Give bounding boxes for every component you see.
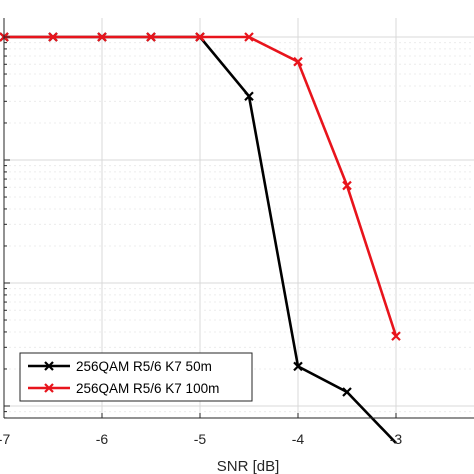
x-tick-label: -4 <box>292 431 305 447</box>
data-point-marker <box>244 91 254 102</box>
x-tick-label: -5 <box>194 431 207 447</box>
x-tick-label: -7 <box>0 431 10 447</box>
data-point-marker <box>342 180 352 191</box>
x-tick-label: -6 <box>96 431 109 447</box>
legend-box <box>19 352 253 402</box>
series-2 <box>0 32 401 341</box>
data-point-marker <box>146 32 156 42</box>
x-axis-label: SNR [dB] <box>217 458 280 474</box>
x-tick-label: -3 <box>390 431 403 447</box>
data-point-marker <box>97 32 107 42</box>
data-point-marker <box>342 387 352 397</box>
data-point-marker <box>244 32 254 42</box>
legend: 256QAM R5/6 K7 50m 256QAM R5/6 K7 100m <box>19 352 253 402</box>
data-point-marker <box>195 32 205 42</box>
data-point-marker <box>391 331 401 341</box>
series-group <box>0 32 401 444</box>
data-point-marker <box>293 361 303 372</box>
legend-marker <box>44 383 54 393</box>
legend-label: 256QAM R5/6 K7 100m <box>76 381 219 396</box>
legend-marker <box>44 361 54 371</box>
legend-entry: 256QAM R5/6 K7 50m <box>28 359 212 374</box>
x-tick-labels: -7 -6 -5 -4 -3 <box>0 431 402 447</box>
legend-label: 256QAM R5/6 K7 50m <box>76 359 212 374</box>
legend-entry: 256QAM R5/6 K7 100m <box>28 381 219 396</box>
data-point-marker <box>48 32 58 42</box>
data-point-marker <box>293 56 303 67</box>
axes-frame <box>3 18 474 419</box>
